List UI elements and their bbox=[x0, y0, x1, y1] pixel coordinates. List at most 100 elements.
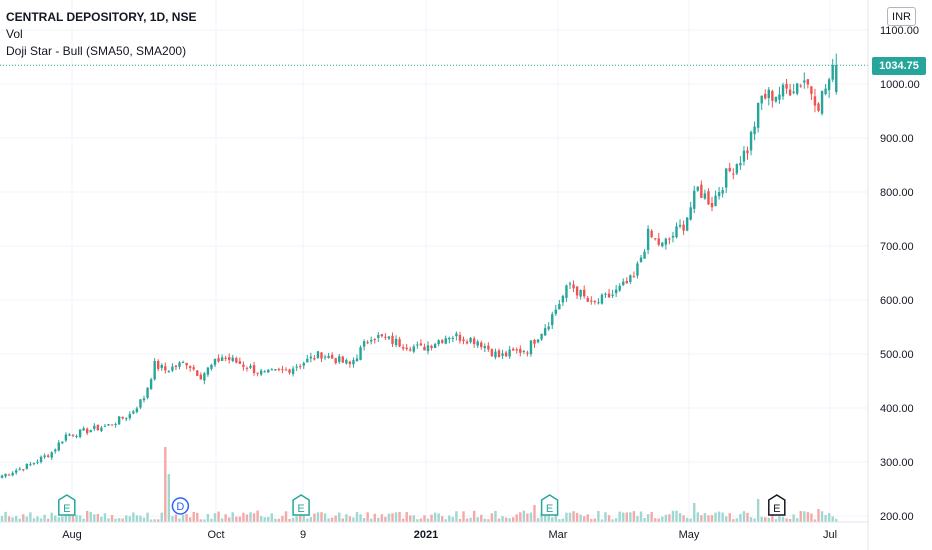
volume-bar bbox=[451, 517, 455, 522]
volume-bar bbox=[167, 474, 171, 522]
candle-body bbox=[416, 344, 419, 346]
candle-body bbox=[366, 342, 369, 344]
candle-body bbox=[657, 238, 660, 245]
earnings-marker-shape bbox=[540, 494, 559, 516]
time-tick-label: 9 bbox=[300, 529, 306, 541]
candle-body bbox=[341, 356, 344, 363]
volume-bar bbox=[359, 514, 362, 522]
earnings-marker[interactable]: E bbox=[292, 494, 310, 516]
volume-bar bbox=[370, 518, 373, 522]
candle-body bbox=[110, 424, 114, 426]
volume-bar bbox=[107, 518, 110, 522]
volume-bar bbox=[274, 518, 277, 522]
currency-button[interactable]: INR bbox=[887, 7, 916, 26]
volume-bar bbox=[210, 518, 213, 522]
volume-bar bbox=[11, 517, 14, 522]
earnings-marker[interactable]: E bbox=[58, 494, 76, 516]
volume-bar bbox=[341, 518, 344, 522]
symbol-title[interactable]: CENTRAL DEPOSITORY, 1D, NSE bbox=[6, 10, 197, 24]
volume-bar bbox=[78, 515, 82, 522]
candle-body bbox=[796, 83, 799, 94]
candle-body bbox=[760, 95, 763, 104]
candle-body bbox=[128, 414, 131, 419]
candle-body bbox=[515, 349, 518, 351]
candle-body bbox=[89, 430, 92, 433]
candle-body bbox=[618, 285, 621, 291]
candle-body bbox=[398, 339, 401, 347]
volume-bar bbox=[678, 513, 682, 522]
volume-bar bbox=[149, 519, 153, 522]
volume-bar bbox=[480, 514, 483, 522]
volume-bar bbox=[607, 515, 611, 522]
volume-indicator-label[interactable]: Vol bbox=[6, 27, 23, 41]
chart-legend: CENTRAL DEPOSITORY, 1D, NSE Vol Doji Sta… bbox=[6, 9, 196, 60]
candle-body bbox=[423, 346, 426, 351]
volume-bar bbox=[416, 519, 419, 522]
volume-bar bbox=[25, 516, 29, 522]
volume-bar bbox=[636, 516, 639, 522]
candle-body bbox=[267, 369, 270, 373]
volume-bar bbox=[46, 518, 50, 522]
volume-bar bbox=[675, 510, 678, 522]
candle-body bbox=[11, 472, 14, 476]
volume-bar bbox=[487, 519, 490, 522]
candle-body bbox=[139, 399, 142, 408]
candle-body bbox=[767, 89, 770, 99]
candle-body bbox=[522, 350, 526, 352]
volume-bar bbox=[121, 518, 124, 522]
candle-body bbox=[114, 424, 117, 426]
volume-bar bbox=[284, 511, 288, 522]
candle-body bbox=[472, 338, 476, 344]
time-tick-label: Aug bbox=[62, 529, 82, 541]
candle-body bbox=[732, 173, 735, 175]
candle-body bbox=[465, 341, 469, 344]
price-tick-label: 700.00 bbox=[880, 241, 914, 253]
candle-body bbox=[164, 366, 167, 371]
volume-bar bbox=[494, 510, 497, 522]
volume-bar bbox=[61, 516, 64, 522]
candle-body bbox=[480, 342, 483, 348]
volume-bar bbox=[764, 517, 767, 522]
volume-bar bbox=[561, 518, 565, 522]
volume-bar bbox=[146, 512, 149, 522]
candle-body bbox=[135, 408, 139, 413]
candle-body bbox=[185, 362, 188, 366]
volume-bar bbox=[600, 519, 604, 522]
candle-body bbox=[639, 257, 643, 263]
volume-bar bbox=[629, 512, 632, 522]
volume-bar bbox=[206, 514, 210, 522]
candle-body bbox=[103, 425, 107, 427]
candle-body bbox=[597, 302, 600, 304]
candle-body bbox=[256, 372, 259, 374]
volume-bar bbox=[604, 512, 607, 522]
volume-bar bbox=[139, 515, 142, 522]
volume-bar bbox=[575, 512, 579, 522]
candle-body bbox=[387, 336, 391, 339]
volume-bar bbox=[703, 513, 707, 522]
candle-body bbox=[441, 340, 444, 343]
volume-bar bbox=[778, 516, 781, 522]
volume-bar bbox=[554, 510, 557, 522]
earnings-marker-label: E bbox=[773, 503, 780, 515]
candle-body bbox=[327, 355, 330, 358]
candle-body bbox=[458, 334, 462, 341]
dividend-marker[interactable]: D bbox=[171, 497, 190, 515]
candle-body bbox=[753, 126, 756, 135]
volume-bar bbox=[700, 515, 703, 522]
volume-bar bbox=[238, 516, 242, 522]
candle-body bbox=[373, 339, 376, 341]
earnings-marker[interactable]: E bbox=[768, 494, 786, 516]
volume-bar bbox=[799, 511, 802, 522]
candle-body bbox=[15, 470, 18, 473]
volume-bar bbox=[625, 512, 628, 522]
candle-body bbox=[125, 418, 128, 420]
candle-body bbox=[330, 354, 334, 359]
doji-indicator-label[interactable]: Doji Star - Bull (SMA50, SMA200) bbox=[6, 44, 187, 58]
earnings-marker[interactable]: E bbox=[540, 494, 559, 516]
candle-body bbox=[64, 434, 68, 441]
candle-body bbox=[284, 369, 288, 371]
candle-body bbox=[643, 251, 646, 259]
candle-body bbox=[575, 286, 579, 296]
candle-body bbox=[82, 428, 85, 431]
